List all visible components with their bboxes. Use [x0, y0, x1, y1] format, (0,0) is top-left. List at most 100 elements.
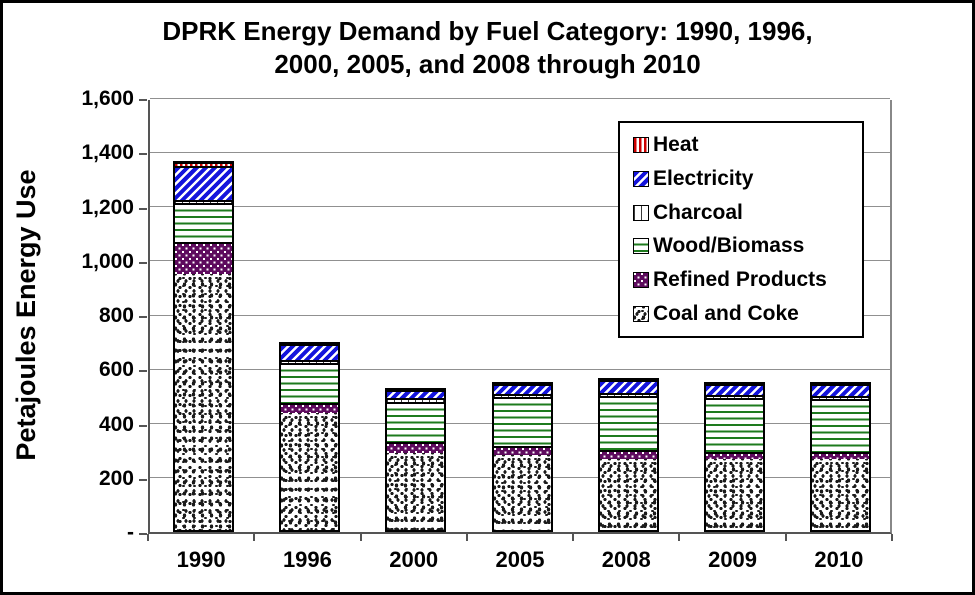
legend-swatch-coal — [633, 306, 649, 323]
bar-segment-wood-2008 — [599, 395, 657, 450]
bar-segment-coal-2009 — [706, 459, 764, 530]
gridline-1400 — [150, 151, 890, 153]
bar-segment-coal-1990 — [174, 273, 232, 530]
bar-segment-coal-1996 — [280, 413, 338, 530]
legend-swatch-heat — [633, 136, 649, 153]
x-tick-mark — [147, 534, 149, 541]
x-axis-label-2000: 2000 — [389, 547, 439, 572]
plot-area — [148, 97, 892, 534]
bar-segment-wood-1990 — [174, 203, 232, 243]
legend-swatch-electricity — [633, 170, 649, 187]
y-tick-label: - — [127, 521, 134, 544]
legend-item-coal: Coal and Coke — [633, 302, 862, 326]
gridline-600 — [150, 368, 890, 370]
bar-segment-refined-2010 — [812, 451, 870, 460]
bar-segment-wood-2005 — [493, 397, 551, 446]
bar-segment-refined-2000 — [387, 442, 445, 453]
bar-2010 — [810, 382, 872, 532]
bar-2005 — [491, 382, 553, 532]
x-tick-mark — [253, 534, 255, 541]
y-tick-mark — [139, 533, 147, 535]
x-axis-label-2009: 2009 — [708, 547, 758, 572]
x-axis-label-1990: 1990 — [176, 547, 226, 572]
gridline-800 — [150, 314, 890, 316]
x-tick-mark — [891, 534, 893, 541]
y-tick-mark — [139, 316, 147, 318]
bar-segment-coal-2010 — [812, 459, 870, 530]
y-tick-mark — [139, 478, 147, 481]
y-tick-label: 1,200 — [81, 195, 134, 219]
legend-item-wood: Wood/Biomass — [633, 234, 862, 258]
bar-segment-refined-1990 — [174, 242, 232, 274]
bar-segment-refined-1996 — [280, 402, 338, 414]
bar-segment-coal-2008 — [599, 459, 657, 530]
bar-segment-charcoal-1996 — [280, 360, 338, 364]
bar-1990 — [172, 161, 234, 532]
y-tick-mark — [139, 153, 147, 156]
legend-swatch-charcoal — [633, 204, 649, 221]
bar-segment-electricity-1990 — [174, 166, 232, 201]
y-tick-mark — [139, 370, 147, 373]
chart-title-line2: 2000, 2005, and 2008 through 2010 — [274, 48, 701, 79]
bar-1996 — [278, 341, 340, 532]
bar-segment-electricity-2005 — [493, 384, 551, 395]
legend-label-refined: Refined Products — [653, 268, 827, 292]
y-tick-mark — [139, 261, 147, 264]
bar-segment-coal-2000 — [387, 452, 445, 530]
bar-2009 — [704, 381, 766, 532]
legend-item-electricity: Electricity — [633, 167, 862, 191]
x-tick-mark — [678, 534, 680, 541]
bar-segment-refined-2005 — [493, 445, 551, 456]
legend-item-refined: Refined Products — [633, 268, 862, 292]
bar-segment-coal-2005 — [493, 455, 551, 530]
bar-segment-wood-2010 — [812, 399, 870, 452]
bar-segment-electricity-2010 — [812, 384, 870, 396]
gridline-1200 — [150, 206, 890, 207]
x-axis-label-2005: 2005 — [495, 547, 545, 572]
bar-segment-wood-1996 — [280, 363, 338, 403]
bar-segment-charcoal-2010 — [812, 395, 870, 399]
bar-segment-electricity-2000 — [387, 390, 445, 399]
legend-label-coal: Coal and Coke — [653, 302, 799, 326]
bar-segment-charcoal-2008 — [599, 392, 657, 396]
bar-segment-charcoal-2005 — [493, 394, 551, 398]
legend-label-heat: Heat — [653, 132, 699, 156]
gridline-1000 — [150, 260, 890, 262]
y-tick-label: 400 — [98, 412, 134, 436]
y-tick-mark — [139, 424, 147, 427]
y-tick-mark — [139, 207, 147, 210]
x-tick-mark — [360, 534, 362, 541]
bar-segment-charcoal-2009 — [706, 394, 764, 398]
x-tick-mark — [466, 534, 468, 541]
y-tick-label: 1,400 — [81, 141, 134, 165]
y-tick-label: 600 — [98, 358, 134, 382]
legend-item-heat: Heat — [633, 133, 862, 157]
chart-title-line1: DPRK Energy Demand by Fuel Category: 199… — [162, 16, 813, 46]
bar-segment-refined-2008 — [599, 450, 657, 460]
bar-segment-wood-2009 — [706, 397, 764, 452]
y-tick-mark — [139, 99, 147, 101]
bar-segment-electricity-2008 — [599, 380, 657, 393]
legend: Heat Electricity Charcoal Wood/Biomass Refin… — [618, 121, 864, 338]
bar-segment-charcoal-1990 — [174, 200, 232, 204]
x-axis-label-1996: 1996 — [282, 547, 332, 572]
x-tick-mark — [572, 534, 574, 541]
x-axis-label-2008: 2008 — [601, 547, 651, 572]
chart-title: DPRK Energy Demand by Fuel Category: 199… — [3, 15, 972, 80]
bar-segment-electricity-2009 — [706, 383, 764, 395]
legend-label-charcoal: Charcoal — [653, 200, 743, 224]
bar-segment-charcoal-2000 — [387, 398, 445, 402]
gridline-1600 — [150, 97, 890, 99]
bar-segment-refined-2009 — [706, 451, 764, 460]
bar-segment-electricity-1996 — [280, 343, 338, 361]
legend-swatch-refined — [633, 272, 649, 289]
y-tick-label: 1,600 — [81, 87, 134, 110]
legend-item-charcoal: Charcoal — [633, 201, 862, 225]
y-tick-label: 1,000 — [81, 249, 134, 273]
bar-segment-heat-1990 — [174, 163, 232, 167]
y-tick-label: 200 — [98, 466, 134, 490]
x-axis-label-2010: 2010 — [814, 547, 864, 572]
legend-label-electricity: Electricity — [653, 166, 754, 190]
bar-2008 — [597, 378, 659, 532]
